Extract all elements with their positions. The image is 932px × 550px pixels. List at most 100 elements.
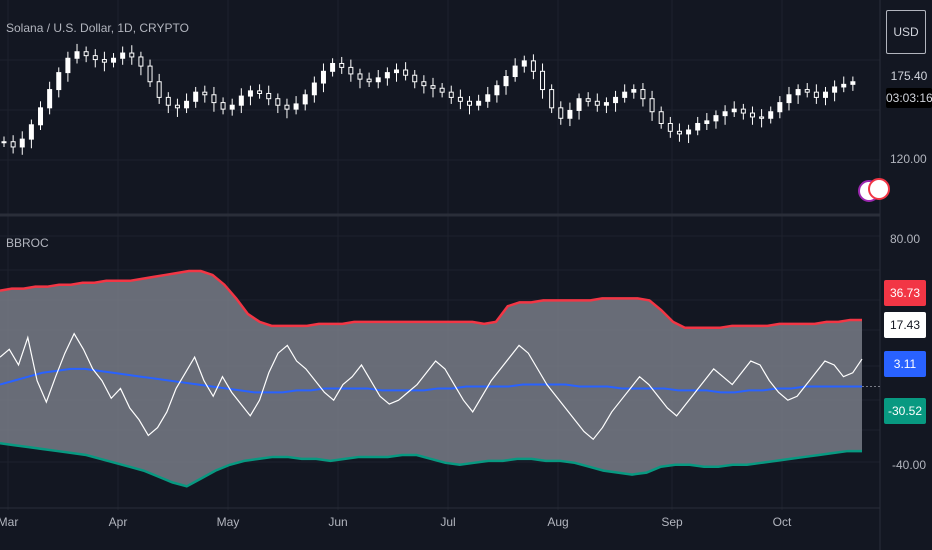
basis-badge: 3.11 xyxy=(884,351,926,377)
indicator-axis-label-top: 80.00 xyxy=(890,232,921,246)
price-candle xyxy=(202,91,208,96)
price-candle xyxy=(65,57,71,74)
price-candle xyxy=(74,51,80,59)
price-candle xyxy=(220,102,226,110)
price-candle xyxy=(594,100,600,106)
time-axis-label: May xyxy=(217,515,240,529)
price-candle xyxy=(10,141,16,148)
price-candle xyxy=(375,77,381,83)
price-candle xyxy=(530,60,536,72)
price-axis-label: 120.00 xyxy=(890,152,927,166)
price-candle xyxy=(713,115,719,122)
price-candle xyxy=(403,69,409,76)
price-candle xyxy=(138,56,144,67)
price-candle xyxy=(238,95,244,106)
price-candle xyxy=(448,91,454,98)
price-candle xyxy=(165,96,171,106)
price-candle xyxy=(320,70,326,84)
price-candle xyxy=(768,111,774,119)
price-candle xyxy=(603,102,609,106)
price-candle xyxy=(813,91,819,98)
price-candle xyxy=(749,112,755,118)
indicator-title: BBROC xyxy=(6,236,49,250)
price-candle xyxy=(521,60,527,67)
price-candle xyxy=(512,65,518,78)
price-candle xyxy=(19,138,25,148)
currency-button[interactable]: USD xyxy=(886,10,926,54)
price-candle xyxy=(476,100,482,106)
price-candle xyxy=(430,85,436,89)
price-candle xyxy=(47,89,53,109)
price-candle xyxy=(622,91,628,98)
price-candle xyxy=(247,90,253,97)
band-fill xyxy=(0,271,862,487)
lower-band-line xyxy=(0,442,862,488)
symbol-title: Solana / U.S. Dollar, 1D, CRYPTO xyxy=(6,21,189,35)
price-candle xyxy=(649,98,655,113)
price-candle xyxy=(667,122,673,132)
price-candle xyxy=(722,111,728,117)
basis-line xyxy=(0,367,862,394)
price-candle xyxy=(92,55,98,61)
price-candle xyxy=(339,62,345,68)
price-candle xyxy=(156,81,162,98)
upper-band-badge: 36.73 xyxy=(884,280,926,306)
time-axis-label: Mar xyxy=(0,515,18,529)
time-axis-label: Sep xyxy=(661,515,683,529)
price-candle xyxy=(302,94,308,105)
price-candle xyxy=(129,52,135,58)
price-candle xyxy=(174,104,180,109)
price-candle xyxy=(467,100,473,106)
price-candle xyxy=(731,108,737,113)
roc-line xyxy=(0,332,863,441)
price-candle xyxy=(275,98,281,106)
price-candle xyxy=(28,124,34,140)
price-candle xyxy=(393,69,399,74)
price-candle xyxy=(631,89,637,93)
price-candle xyxy=(576,98,582,111)
price-candle xyxy=(786,94,792,104)
price-candle xyxy=(348,66,354,75)
price-candle xyxy=(1,141,7,144)
price-candle xyxy=(676,130,682,135)
price-candle xyxy=(193,91,199,102)
price-candle xyxy=(503,76,509,87)
price-candle xyxy=(120,52,126,59)
price-candle xyxy=(686,129,692,135)
price-candle xyxy=(384,72,390,79)
lower-band-badge: -30.52 xyxy=(884,398,926,424)
price-candle xyxy=(795,89,801,96)
price-candle xyxy=(412,74,418,83)
price-candle xyxy=(494,85,500,96)
price-candle xyxy=(567,109,573,119)
flags-icon xyxy=(858,172,890,206)
price-candle xyxy=(822,91,828,98)
price-candle xyxy=(549,89,555,109)
time-axis-label: Oct xyxy=(773,515,792,529)
price-candle xyxy=(293,103,299,110)
price-candle xyxy=(56,72,62,91)
price-candle xyxy=(111,57,117,63)
price-candle xyxy=(257,90,263,94)
indicator-axis-label-bottom: -40.00 xyxy=(892,458,927,472)
price-candle xyxy=(759,116,765,119)
price-candle xyxy=(777,102,783,113)
price-candle xyxy=(357,73,363,80)
roc-badge: 17.43 xyxy=(884,312,926,338)
last-price-label: 175.40 xyxy=(886,67,932,85)
price-candle xyxy=(211,94,217,104)
price-candle xyxy=(266,92,272,100)
price-candle xyxy=(101,59,107,63)
price-candle xyxy=(832,86,838,93)
price-candle xyxy=(841,83,847,88)
price-candle xyxy=(83,51,89,57)
price-candle xyxy=(485,94,491,102)
price-candle xyxy=(558,107,564,119)
price-candle xyxy=(439,87,445,93)
price-candle xyxy=(695,122,701,131)
price-candle xyxy=(613,96,619,104)
price-candle xyxy=(804,89,810,93)
price-candle xyxy=(640,89,646,100)
price-candle xyxy=(457,96,463,102)
